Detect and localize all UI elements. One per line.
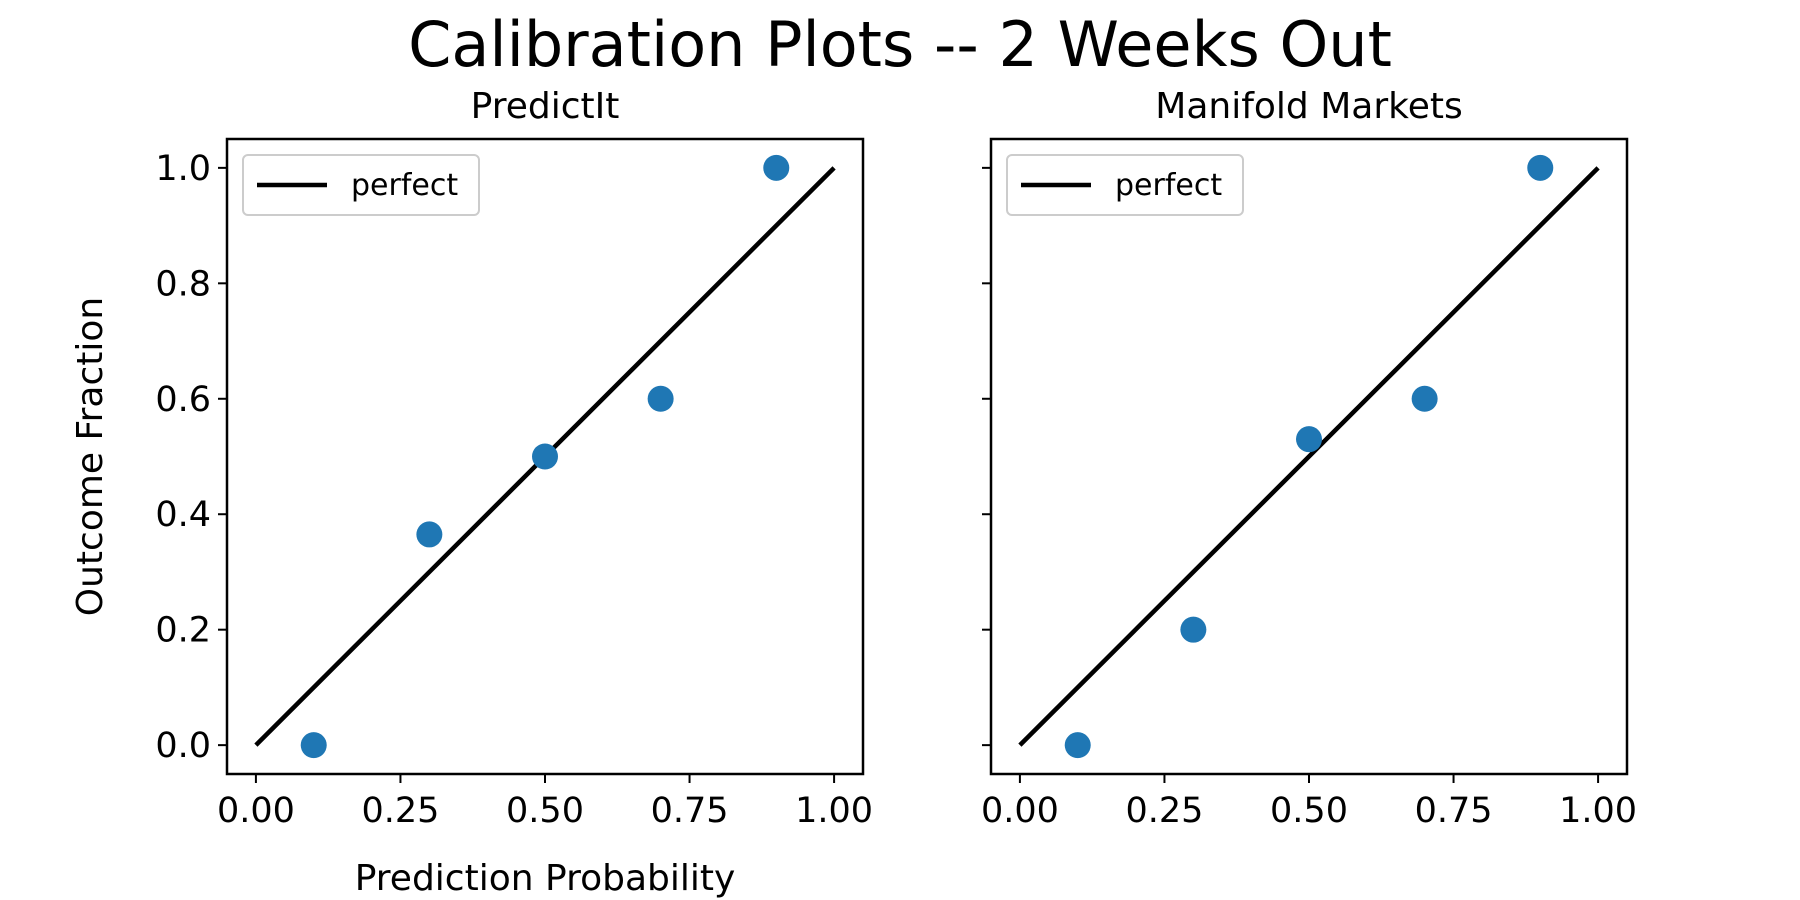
legend-label: perfect xyxy=(1115,168,1222,203)
data-point xyxy=(300,732,327,759)
panel-1: PredictIt 0.00 0.25 0.50 0.75 1.00 0.0 0.2 0.4 0.… xyxy=(70,86,873,899)
x-tick-label: 0.50 xyxy=(506,791,584,831)
legend-label: perfect xyxy=(351,168,458,203)
y-axis-label: Outcome Fraction xyxy=(70,297,111,616)
perfect-line xyxy=(1018,166,1600,747)
legend: perfect xyxy=(242,154,480,216)
data-point xyxy=(416,521,443,548)
data-point xyxy=(1296,426,1322,453)
x-tick-label: 0.25 xyxy=(361,791,439,831)
panels: PredictIt 0.00 0.25 0.50 0.75 1.00 0.0 0.2 0.4 0.… xyxy=(70,86,1637,899)
x-tick-label: 1.00 xyxy=(795,791,873,831)
y-tick-label: 1.0 xyxy=(155,149,211,189)
x-axis-label: Prediction Probability xyxy=(355,858,736,899)
y-tick-label: 0.4 xyxy=(155,495,211,535)
data-point xyxy=(1411,385,1438,412)
y-tick-label: 0.8 xyxy=(155,264,211,304)
y-tick-label: 0.2 xyxy=(155,611,211,651)
legend: perfect xyxy=(1006,154,1244,216)
figure-title: Calibration Plots -- 2 Weeks Out xyxy=(408,8,1392,81)
x-tick-label: 0.75 xyxy=(651,791,729,831)
x-tick-label: 0.50 xyxy=(1270,791,1348,831)
data-point xyxy=(1180,616,1207,643)
data-point xyxy=(647,385,674,412)
data-point xyxy=(763,154,790,181)
data-point xyxy=(1527,154,1554,181)
panel-title: PredictIt xyxy=(471,86,620,127)
panel-2: Manifold Markets 0.00 0.25 0.50 0.75 1.00 perf… xyxy=(981,86,1637,831)
x-tick-label: 0.25 xyxy=(1125,791,1203,831)
data-point xyxy=(1064,732,1091,759)
x-tick-label: 0.75 xyxy=(1415,791,1493,831)
x-tick-label: 0.00 xyxy=(217,791,295,831)
x-tick-label: 0.00 xyxy=(981,791,1059,831)
panel-title: Manifold Markets xyxy=(1155,86,1462,127)
y-tick-label: 0.6 xyxy=(155,380,211,420)
data-point xyxy=(532,443,558,470)
legend-box xyxy=(1006,154,1244,216)
y-tick-label: 0.0 xyxy=(155,726,211,766)
legend-box xyxy=(242,154,480,216)
x-tick-label: 1.00 xyxy=(1559,791,1637,831)
